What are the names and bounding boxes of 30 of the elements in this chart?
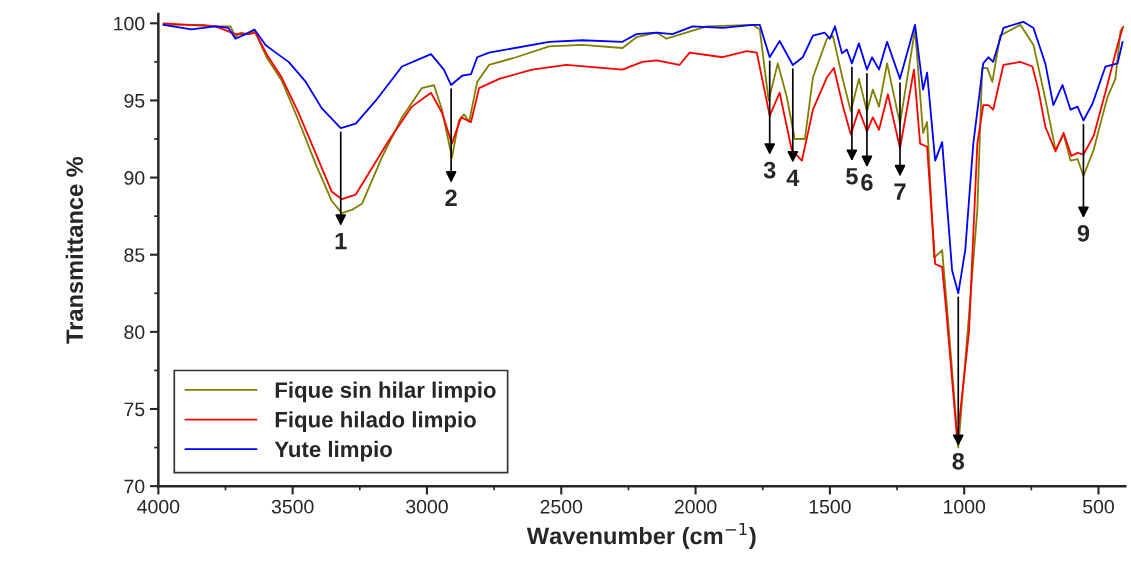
- annotation: 8: [952, 452, 965, 470]
- y-tick-label: 80: [124, 325, 145, 340]
- legend-label: Fique hilado limpio: [275, 411, 476, 432]
- x-tick-label: 2000: [674, 499, 717, 514]
- annotation: 6: [861, 174, 873, 191]
- y-tick-label: 85: [124, 248, 145, 262]
- annotation: 4: [786, 169, 800, 186]
- line-series: [162, 20, 1124, 295]
- y-tick-label: 95: [124, 93, 145, 108]
- annotation: 3: [763, 161, 776, 179]
- annotation: 2: [445, 189, 457, 206]
- x-tick-label: 4000: [137, 499, 180, 514]
- y-axis-title: Transmittance %: [65, 156, 84, 344]
- x-tick-label: 3000: [406, 499, 448, 514]
- x-tick-label: 500: [1083, 499, 1114, 514]
- y-tick-label: 90: [124, 171, 145, 185]
- legend-label: Fique sin hilar limpio: [275, 381, 496, 403]
- annotation: 7: [894, 183, 906, 200]
- x-tick-label: 2500: [540, 499, 583, 514]
- x-tick-label: 1000: [944, 499, 986, 514]
- annotation: 5: [846, 168, 858, 185]
- y-tick-label: 100: [114, 16, 145, 31]
- annotation: 1: [335, 232, 347, 250]
- y-tick-label: 75: [124, 402, 145, 417]
- x-axis-title: Wavenumber (cm$^{−1}$): [526, 523, 756, 549]
- legend-label: Yute limpio: [274, 440, 392, 462]
- x-tick-label: 1500: [809, 499, 851, 514]
- x-tick-label: 3500: [271, 499, 314, 514]
- annotation: 9: [1077, 224, 1090, 242]
- y-tick-label: 70: [124, 479, 145, 494]
